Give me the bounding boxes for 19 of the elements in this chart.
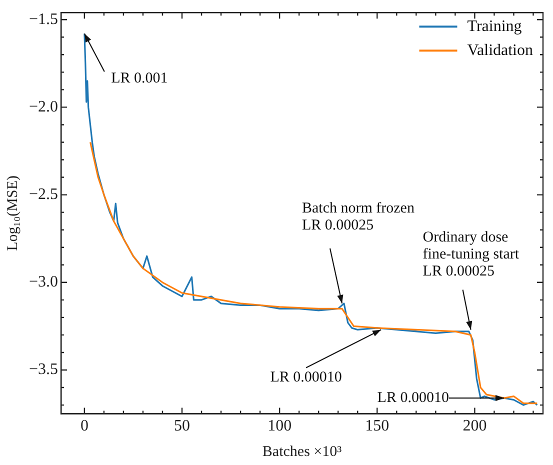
y-tick-label: −2.0 xyxy=(28,98,58,116)
y-axis-title: Log₁₀(MSE) xyxy=(4,175,21,251)
legend-label: Training xyxy=(467,18,522,35)
annotation: Ordinary dose fine-tuning start LR 0.00025 xyxy=(422,230,520,280)
y-tick-label: −2.5 xyxy=(28,186,58,204)
x-tick-label: 50 xyxy=(174,418,190,435)
annotation: LR 0.00010 xyxy=(270,370,342,386)
x-tick-label: 100 xyxy=(268,418,292,435)
y-tick-label: −3.5 xyxy=(28,361,58,378)
legend-label: Validation xyxy=(467,42,533,59)
annotation: Batch norm frozen LR 0.00025 xyxy=(302,200,415,234)
y-tick-label: −1.5 xyxy=(28,10,58,28)
y-tick-label: −3.0 xyxy=(28,274,58,291)
x-tick-label: 0 xyxy=(80,418,88,435)
x-tick-label: 200 xyxy=(462,418,487,435)
annotation: LR 0.001 xyxy=(111,70,168,87)
x-axis-title: Batches ×10³ xyxy=(262,444,342,460)
x-tick-label: 150 xyxy=(365,418,390,435)
annotation: LR 0.00010 xyxy=(377,390,449,406)
